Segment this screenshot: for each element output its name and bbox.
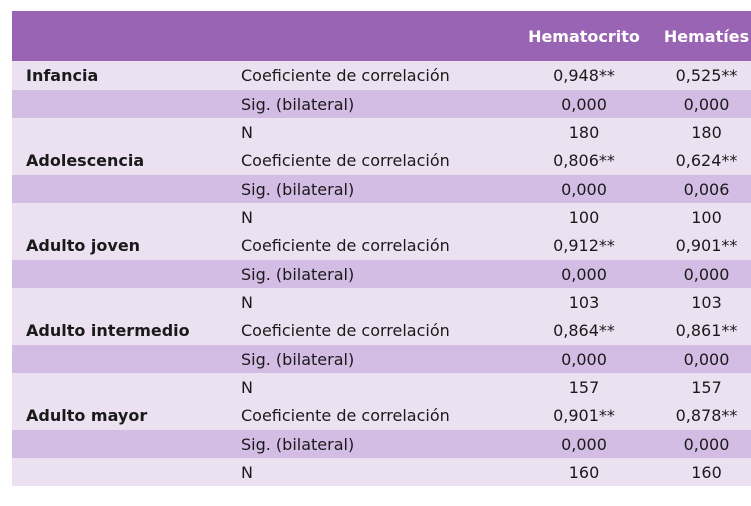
table-header-row: Hematocrito Hematíes — [12, 11, 751, 61]
stat-label: Coeficiente de correlación — [231, 61, 519, 90]
table-row: Infancia Coeficiente de correlación 0,94… — [12, 61, 751, 90]
stat-label: N — [231, 458, 519, 486]
stat-label: N — [231, 373, 519, 401]
table-row: Sig. (bilateral) 0,000 0,000 — [12, 430, 751, 458]
hematocrito-value: 0,864** — [519, 316, 649, 345]
group-label-empty — [12, 203, 231, 231]
hematies-value: 0,525** — [649, 61, 751, 90]
table-row: Sig. (bilateral) 0,000 0,006 — [12, 175, 751, 203]
group-label: Infancia — [12, 61, 231, 90]
hematies-value: 0,000 — [649, 430, 751, 458]
stat-label: N — [231, 203, 519, 231]
stat-label: Sig. (bilateral) — [231, 345, 519, 373]
hematies-value: 0,901** — [649, 231, 751, 260]
group-label-empty — [12, 373, 231, 401]
hematocrito-value: 0,000 — [519, 90, 649, 118]
hematocrito-value: 0,901** — [519, 401, 649, 430]
header-empty-group — [12, 11, 231, 61]
table-row: Adulto intermedio Coeficiente de correla… — [12, 316, 751, 345]
hematies-value: 157 — [649, 373, 751, 401]
table-row: Sig. (bilateral) 0,000 0,000 — [12, 90, 751, 118]
hematies-value: 160 — [649, 458, 751, 486]
header-hematocrito: Hematocrito — [519, 11, 649, 61]
hematies-value: 0,878** — [649, 401, 751, 430]
group-label-empty — [12, 175, 231, 203]
hematocrito-value: 100 — [519, 203, 649, 231]
group-label: Adolescencia — [12, 146, 231, 175]
hematies-value: 0,000 — [649, 90, 751, 118]
stat-label: Sig. (bilateral) — [231, 430, 519, 458]
hematocrito-value: 103 — [519, 288, 649, 316]
stat-label: Sig. (bilateral) — [231, 90, 519, 118]
stat-label: Coeficiente de correlación — [231, 401, 519, 430]
table-row: N 103 103 — [12, 288, 751, 316]
group-label-empty — [12, 118, 231, 146]
table-row: Adulto joven Coeficiente de correlación … — [12, 231, 751, 260]
hematocrito-value: 160 — [519, 458, 649, 486]
group-label-empty — [12, 288, 231, 316]
hematocrito-value: 0,948** — [519, 61, 649, 90]
hematies-value: 103 — [649, 288, 751, 316]
group-label-empty — [12, 345, 231, 373]
hematies-value: 0,000 — [649, 345, 751, 373]
hematies-value: 0,624** — [649, 146, 751, 175]
hematocrito-value: 0,000 — [519, 175, 649, 203]
table-row: N 100 100 — [12, 203, 751, 231]
group-label: Adulto joven — [12, 231, 231, 260]
table-row: Sig. (bilateral) 0,000 0,000 — [12, 260, 751, 288]
stat-label: N — [231, 288, 519, 316]
header-hematies: Hematíes — [649, 11, 751, 61]
hematies-value: 180 — [649, 118, 751, 146]
table-row: Adolescencia Coeficiente de correlación … — [12, 146, 751, 175]
hematocrito-value: 0,000 — [519, 260, 649, 288]
hematocrito-value: 0,806** — [519, 146, 649, 175]
hematies-value: 0,000 — [649, 260, 751, 288]
stat-label: Sig. (bilateral) — [231, 175, 519, 203]
hematies-value: 0,861** — [649, 316, 751, 345]
group-label-empty — [12, 430, 231, 458]
header-empty-stat — [231, 11, 519, 61]
hematocrito-value: 0,000 — [519, 345, 649, 373]
hematocrito-value: 0,000 — [519, 430, 649, 458]
stat-label: Coeficiente de correlación — [231, 231, 519, 260]
group-label-empty — [12, 90, 231, 118]
table-row: Adulto mayor Coeficiente de correlación … — [12, 401, 751, 430]
table-body: Infancia Coeficiente de correlación 0,94… — [12, 61, 751, 486]
hematies-value: 100 — [649, 203, 751, 231]
hematocrito-value: 180 — [519, 118, 649, 146]
stat-label: Sig. (bilateral) — [231, 260, 519, 288]
table-row: Sig. (bilateral) 0,000 0,000 — [12, 345, 751, 373]
group-label: Adulto intermedio — [12, 316, 231, 345]
table-row: N 160 160 — [12, 458, 751, 486]
group-label-empty — [12, 458, 231, 486]
group-label: Adulto mayor — [12, 401, 231, 430]
stat-label: Coeficiente de correlación — [231, 146, 519, 175]
correlation-table: Hematocrito Hematíes Infancia Coeficient… — [12, 11, 751, 486]
table-row: N 157 157 — [12, 373, 751, 401]
hematies-value: 0,006 — [649, 175, 751, 203]
group-label-empty — [12, 260, 231, 288]
stat-label: N — [231, 118, 519, 146]
hematocrito-value: 0,912** — [519, 231, 649, 260]
hematocrito-value: 157 — [519, 373, 649, 401]
stat-label: Coeficiente de correlación — [231, 316, 519, 345]
table-row: N 180 180 — [12, 118, 751, 146]
